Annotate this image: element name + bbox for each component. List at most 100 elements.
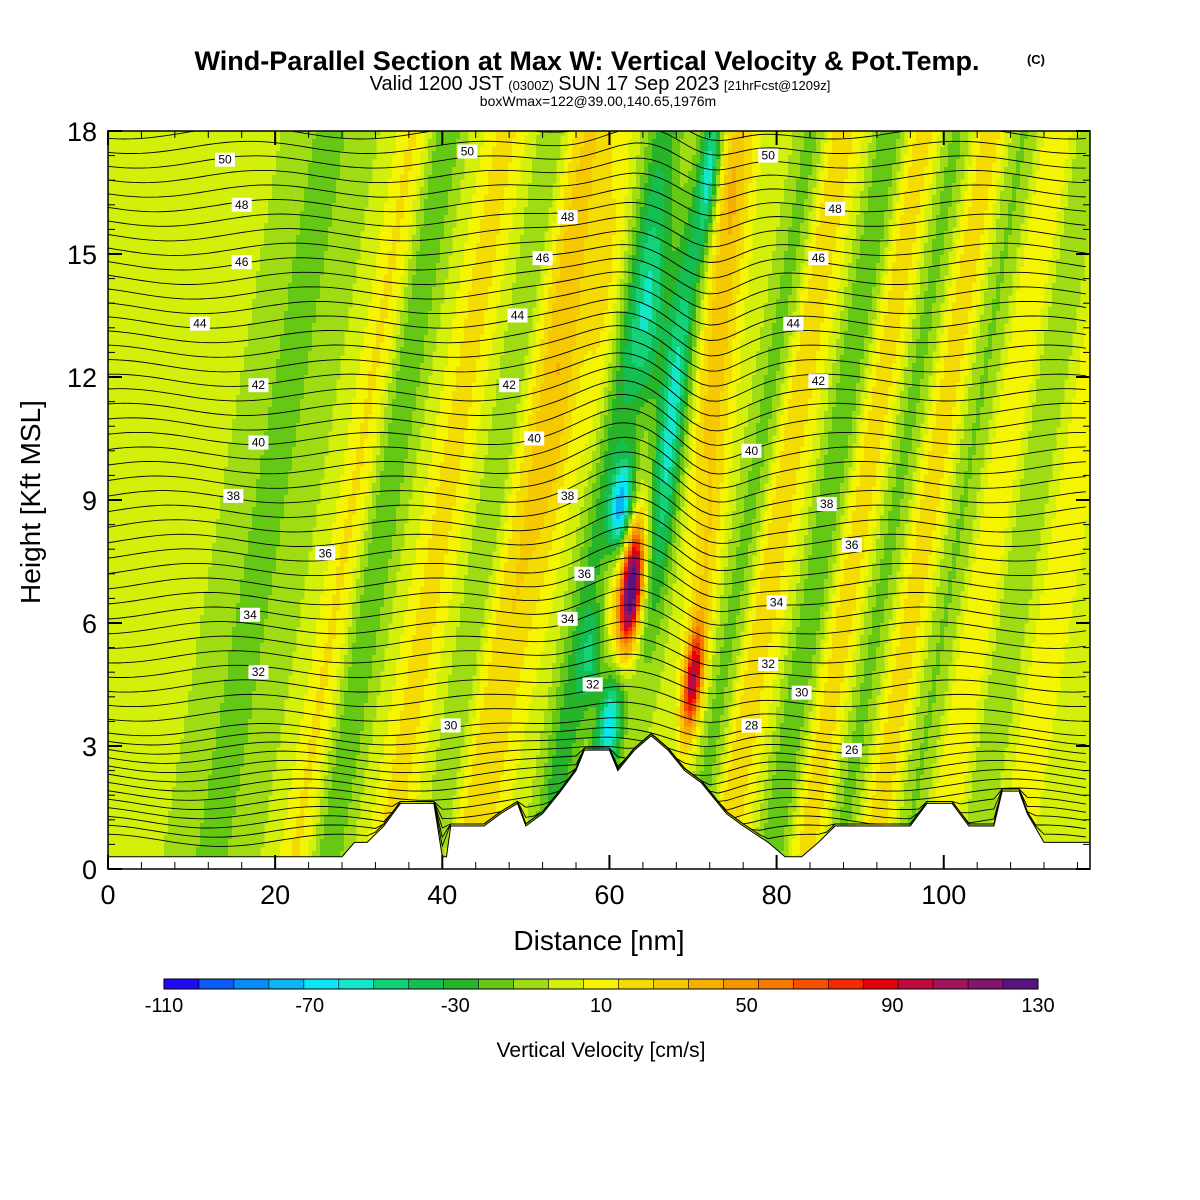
field-cell <box>440 227 445 232</box>
field-cell <box>436 211 441 216</box>
field-cell <box>712 203 717 208</box>
field-cell <box>332 207 337 212</box>
field-cell <box>956 163 961 168</box>
field-cell <box>672 155 677 160</box>
field-cell <box>964 219 969 224</box>
field-cell <box>268 211 273 216</box>
field-cell <box>636 195 641 200</box>
field-cell <box>360 171 365 176</box>
field-cell <box>332 211 337 216</box>
field-cell <box>564 191 569 196</box>
field-cell <box>952 143 957 148</box>
field-cell <box>948 163 953 168</box>
field-cell <box>488 199 493 204</box>
field-cell <box>408 139 413 144</box>
field-cell <box>532 239 537 244</box>
field-cell <box>1016 199 1021 204</box>
field-cell <box>300 167 305 172</box>
field-cell <box>540 195 545 200</box>
field-cell <box>560 247 565 252</box>
field-cell <box>944 207 949 212</box>
field-cell <box>468 223 473 228</box>
field-cell <box>712 175 717 180</box>
field-cell <box>1048 147 1053 152</box>
field-cell <box>676 207 681 212</box>
field-cell <box>1052 175 1057 180</box>
field-cell <box>972 191 977 196</box>
field-cell <box>388 191 393 196</box>
field-cell <box>1080 219 1085 224</box>
field-cell <box>1028 171 1033 176</box>
field-cell <box>432 163 437 168</box>
field-cell <box>800 199 805 204</box>
field-cell <box>444 239 449 244</box>
field-cell <box>940 191 945 196</box>
field-cell <box>1024 171 1029 176</box>
field-cell <box>660 235 665 240</box>
field-cell <box>1044 183 1049 188</box>
field-cell <box>900 203 905 208</box>
field-cell <box>524 215 529 220</box>
field-cell <box>776 235 781 240</box>
field-cell <box>696 247 701 252</box>
field-cell <box>644 195 649 200</box>
field-cell <box>448 151 453 156</box>
field-cell <box>900 199 905 204</box>
field-cell <box>672 175 677 180</box>
field-cell <box>896 135 901 140</box>
field-cell <box>572 243 577 248</box>
field-cell <box>652 179 657 184</box>
field-cell <box>288 243 293 248</box>
field-cell <box>580 175 585 180</box>
field-cell <box>528 191 533 196</box>
field-cell <box>396 179 401 184</box>
field-cell <box>724 159 729 164</box>
field-cell <box>320 195 325 200</box>
field-cell <box>1080 239 1085 244</box>
field-cell <box>980 235 985 240</box>
field-cell <box>948 211 953 216</box>
field-cell <box>660 171 665 176</box>
field-cell <box>828 171 833 176</box>
field-cell <box>564 179 569 184</box>
field-cell <box>684 151 689 156</box>
field-cell <box>540 159 545 164</box>
field-cell <box>500 247 505 252</box>
field-cell <box>456 135 461 140</box>
field-cell <box>348 199 353 204</box>
field-cell <box>688 227 693 232</box>
field-cell <box>400 171 405 176</box>
field-cell <box>672 139 677 144</box>
field-cell <box>708 207 713 212</box>
field-cell <box>1000 139 1005 144</box>
field-cell <box>732 231 737 236</box>
field-cell <box>404 203 409 208</box>
field-cell <box>404 235 409 240</box>
field-cell <box>800 143 805 148</box>
field-cell <box>284 227 289 232</box>
field-cell <box>964 195 969 200</box>
field-cell <box>564 163 569 168</box>
field-cell <box>876 139 881 144</box>
field-cell <box>316 151 321 156</box>
field-cell <box>296 139 301 144</box>
field-cell <box>788 155 793 160</box>
field-cell <box>448 199 453 204</box>
field-cell <box>844 159 849 164</box>
field-cell <box>636 203 641 208</box>
field-cell <box>864 199 869 204</box>
field-cell <box>396 187 401 192</box>
field-cell <box>336 155 341 160</box>
field-cell <box>372 147 377 152</box>
field-cell <box>500 223 505 228</box>
field-cell <box>472 203 477 208</box>
field-cell <box>620 219 625 224</box>
field-cell <box>796 155 801 160</box>
field-cell <box>336 199 341 204</box>
field-cell <box>328 199 333 204</box>
field-cell <box>636 223 641 228</box>
field-cell <box>488 219 493 224</box>
field-cell <box>452 171 457 176</box>
field-cell <box>572 151 577 156</box>
field-cell <box>340 163 345 168</box>
